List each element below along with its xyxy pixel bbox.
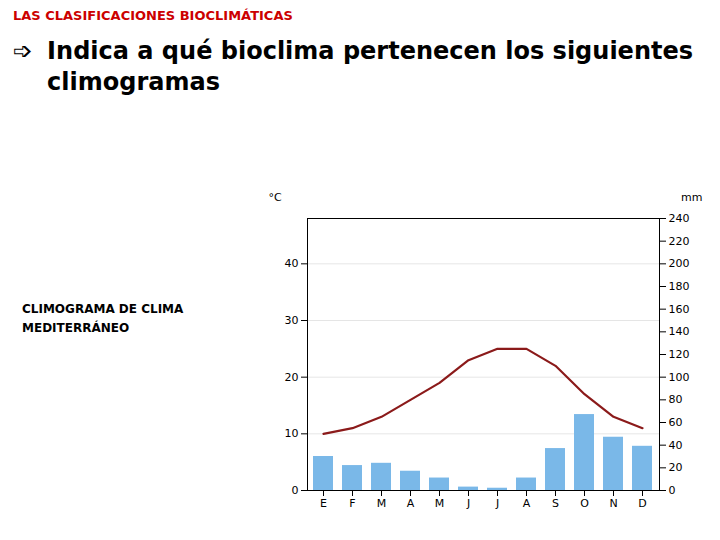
svg-text:40: 40 — [285, 257, 299, 270]
svg-text:30: 30 — [285, 314, 299, 327]
svg-text:D: D — [638, 497, 646, 510]
svg-text:O: O — [580, 497, 589, 510]
svg-text:0: 0 — [292, 484, 299, 497]
svg-text:220: 220 — [669, 235, 690, 248]
svg-text:120: 120 — [669, 348, 690, 361]
svg-text:200: 200 — [669, 257, 690, 270]
svg-text:140: 140 — [669, 325, 690, 338]
svg-text:180: 180 — [669, 280, 690, 293]
html-text:Indica a qué bioclima pertenec: Indica a qué bioclima pertenecen los sig… — [47, 37, 693, 97]
svg-text:N: N — [609, 497, 617, 510]
svg-text:80: 80 — [669, 393, 683, 406]
svg-text:F: F — [349, 497, 355, 510]
svg-text:20: 20 — [285, 371, 299, 384]
svg-text:°C: °C — [269, 191, 283, 204]
svg-text:160: 160 — [669, 303, 690, 316]
svg-text:S: S — [552, 497, 559, 510]
svg-text:J: J — [466, 497, 470, 510]
svg-text:60: 60 — [669, 416, 683, 429]
svg-text:M: M — [377, 497, 387, 510]
svg-text:10: 10 — [285, 427, 299, 440]
html-text:LAS CLASIFICACIONES BIOCLIMÁTI: LAS CLASIFICACIONES BIOCLIMÁTICAS — [13, 8, 293, 23]
svg-text:40: 40 — [669, 439, 683, 452]
svg-text:A: A — [407, 497, 415, 510]
html-text:CLIMOGRAMA DE CLIMA: CLIMOGRAMA DE CLIMA — [22, 302, 184, 316]
svg-text:E: E — [320, 497, 327, 510]
svg-text:M: M — [435, 497, 445, 510]
svg-text:0: 0 — [669, 484, 676, 497]
svg-text:J: J — [495, 497, 499, 510]
svg-text:100: 100 — [669, 371, 690, 384]
svg-text:mm: mm — [681, 191, 702, 204]
html-text:MEDITERRÁNEO: MEDITERRÁNEO — [22, 321, 130, 336]
svg-text:240: 240 — [669, 212, 690, 225]
svg-text:20: 20 — [669, 461, 683, 474]
svg-text:A: A — [523, 497, 531, 510]
